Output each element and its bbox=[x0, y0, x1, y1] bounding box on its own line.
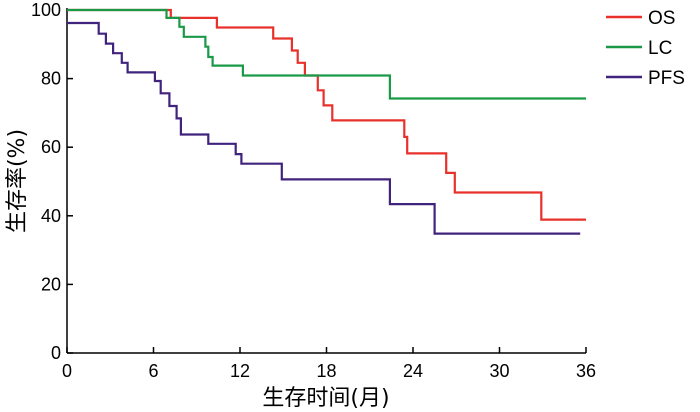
y-tick-label: 40 bbox=[41, 206, 61, 226]
ticks: 0 6 12 18 24 30 36 0 20 40 60 80 100 bbox=[31, 0, 596, 381]
x-tick-label: 18 bbox=[316, 361, 336, 381]
y-tick-label: 0 bbox=[51, 343, 61, 363]
legend-label-os: OS bbox=[648, 8, 675, 29]
x-tick-label: 36 bbox=[576, 361, 596, 381]
legend-label-lc: LC bbox=[648, 38, 672, 59]
series-line-lc bbox=[67, 8, 586, 100]
x-tick-label: 6 bbox=[148, 361, 158, 381]
x-tick-label: 30 bbox=[489, 361, 509, 381]
legend: OS LC PFS bbox=[606, 8, 685, 89]
y-tick-label: 80 bbox=[41, 69, 61, 89]
y-tick-label: 20 bbox=[41, 274, 61, 294]
series-line-os bbox=[67, 8, 586, 221]
x-axis-title: 生存时间(月) bbox=[262, 386, 389, 411]
y-axis-title: 生存率(%) bbox=[5, 129, 30, 233]
x-tick-label: 12 bbox=[230, 361, 250, 381]
legend-label-pfs: PFS bbox=[648, 68, 685, 89]
x-tick-label: 0 bbox=[62, 361, 72, 381]
y-tick-label: 100 bbox=[31, 0, 61, 20]
series-lines bbox=[67, 8, 586, 235]
y-tick-label: 60 bbox=[41, 137, 61, 157]
series-line-pfs bbox=[67, 21, 581, 235]
x-tick-label: 24 bbox=[403, 361, 423, 381]
